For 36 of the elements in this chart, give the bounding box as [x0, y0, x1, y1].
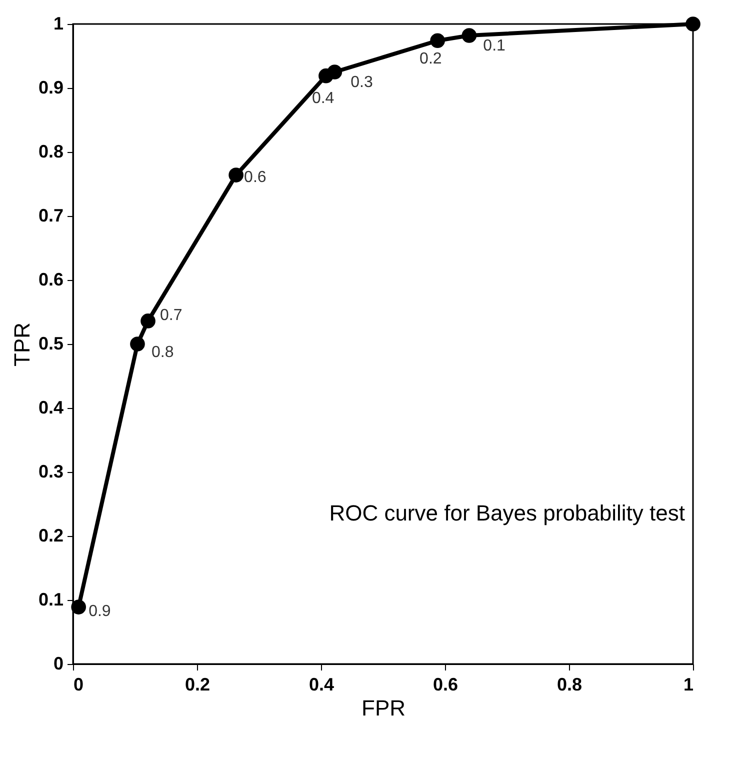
y-tick-label: 0.3	[38, 462, 64, 482]
point	[71, 600, 86, 614]
point	[462, 28, 477, 43]
y-tick-label: 0.6	[38, 270, 64, 290]
point	[327, 64, 342, 80]
annotation: ROC curve for Bayes probability test	[329, 500, 685, 526]
annotation: 0.3	[350, 74, 373, 91]
y-tick-label: 0.7	[38, 206, 64, 226]
y-tick-label: 1	[53, 14, 64, 34]
x-tick-label: 0.2	[184, 674, 210, 694]
point	[140, 314, 156, 328]
y-tick-label: 0.1	[38, 590, 64, 610]
point	[686, 16, 700, 32]
annotation: 0.4	[312, 90, 334, 107]
x-tick-label: 0.8	[556, 674, 582, 694]
y-tick-label: 0.8	[38, 142, 64, 162]
point	[430, 33, 445, 48]
annotation: 0.6	[244, 169, 266, 186]
y-tick-label: 0.4	[38, 398, 64, 418]
x-tick-label: 0.6	[432, 674, 458, 694]
annotation: 0.8	[151, 344, 174, 361]
y-tick-label: 0.5	[38, 334, 64, 354]
point	[130, 336, 145, 352]
x-tick-label: 0	[74, 674, 84, 694]
y-axis-title: TPR	[9, 322, 34, 366]
point	[228, 168, 244, 182]
annotation: 0.2	[420, 50, 442, 68]
annotation: 0.9	[88, 603, 111, 620]
x-tick-label: 1	[683, 674, 694, 694]
y-tick-label: 0	[53, 654, 64, 674]
x-tick-label: 0.4	[308, 674, 334, 694]
y-tick-label: 0.2	[38, 526, 64, 546]
y-tick-label: 0.9	[38, 78, 64, 98]
annotation: 0.1	[483, 38, 506, 55]
annotation: 0.7	[160, 306, 182, 324]
x-axis-title: FPR	[362, 696, 406, 720]
